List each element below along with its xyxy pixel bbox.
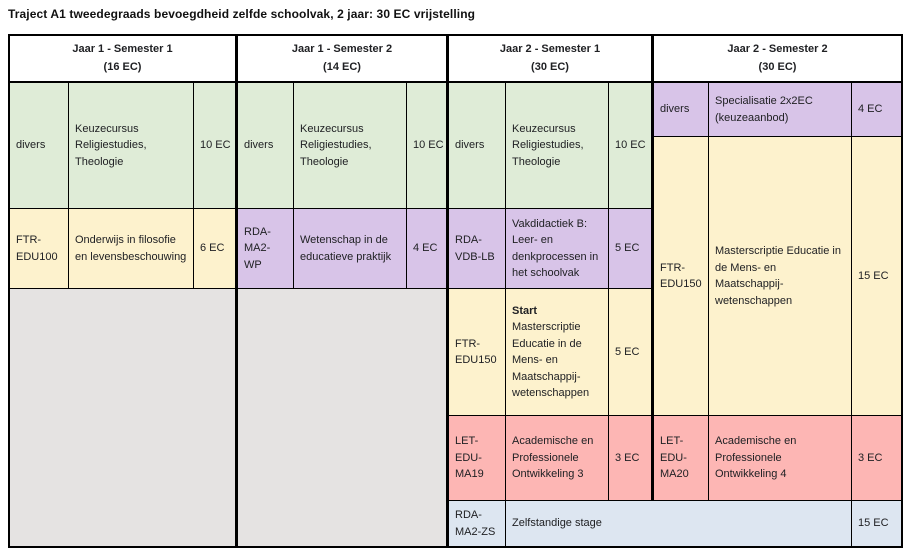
j2s1-keuzecursus-name: Keuzecursus Religiestudies, Theologie: [506, 83, 609, 209]
j2s1-keuzecursus-ec: 10 EC: [609, 83, 652, 209]
j2s2-scriptie-name: Masterscriptie Educatie in de Mens- en M…: [709, 137, 852, 416]
j2s2-apo4-name: Academische en Professionele Ontwikkelin…: [709, 416, 852, 501]
j1s1-keuzecursus-code: divers: [10, 83, 69, 209]
j1s1-keuzecursus-name: Keuzecursus Religiestudies, Theologie: [69, 83, 194, 209]
j1s2-wetenschap-code: RDA-MA2-WP: [236, 209, 294, 289]
header-jaar2-semester1: Jaar 2 - Semester 1 (30 EC): [447, 36, 652, 83]
scriptie-start-label: Start: [512, 304, 538, 317]
header-title: Jaar 2 - Semester 1: [499, 43, 601, 56]
j1s2-keuzecursus-name: Keuzecursus Religiestudies, Theologie: [294, 83, 407, 209]
j1s2-keuzecursus-ec: 10 EC: [407, 83, 447, 209]
j1s2-wetenschap-name: Wetenschap in de educatieve praktijk: [294, 209, 407, 289]
j2s1-vakdidactiek-name: Vakdidactiek B: Leer- en denkprocessen i…: [506, 209, 609, 289]
j2s2-apo4-code: LET-EDU-MA20: [652, 416, 709, 501]
j1s2-wetenschap-ec: 4 EC: [407, 209, 447, 289]
j2s1-vakdidactiek-code: RDA-VDB-LB: [447, 209, 506, 289]
header-ec-total: (16 EC): [103, 60, 142, 73]
j2s2-specialisatie-name: Specialisatie 2x2EC (keuzeaanbod): [709, 83, 852, 137]
j2s1-scriptie-start-ec: 5 EC: [609, 289, 652, 416]
header-title: Jaar 1 - Semester 2: [291, 43, 393, 56]
header-ec-total: (30 EC): [758, 60, 797, 73]
j1s1-filosofie-ec: 6 EC: [194, 209, 236, 289]
j2s2-scriptie-ec: 15 EC: [852, 137, 901, 416]
stage-code: RDA-MA2-ZS: [447, 501, 506, 546]
j2s1-keuzecursus-code: divers: [447, 83, 506, 209]
header-title: Jaar 1 - Semester 1: [72, 43, 173, 56]
scriptie-start-name-text: Masterscriptie Educatie in de Mens- en M…: [512, 321, 590, 399]
curriculum-table: Jaar 1 - Semester 1 (16 EC) Jaar 1 - Sem…: [8, 34, 903, 548]
j2s2-apo4-ec: 3 EC: [852, 416, 901, 501]
j1s1-filosofie-name: Onderwijs in filosofie en levensbeschouw…: [69, 209, 194, 289]
j1s1-empty-area: [10, 289, 236, 546]
page-title: Traject A1 tweedegraads bevoegdheid zelf…: [8, 7, 476, 21]
stage-ec: 15 EC: [852, 501, 901, 546]
j2s2-scriptie-code: FTR-EDU150: [652, 137, 709, 416]
j2s1-apo3-ec: 3 EC: [609, 416, 652, 501]
stage-name: Zelfstandige stage: [506, 501, 852, 546]
j2s1-vakdidactiek-ec: 5 EC: [609, 209, 652, 289]
header-ec-total: (30 EC): [531, 60, 569, 73]
j2s1-apo3-name: Academische en Professionele Ontwikkelin…: [506, 416, 609, 501]
header-jaar1-semester1: Jaar 1 - Semester 1 (16 EC): [10, 36, 236, 83]
j1s1-keuzecursus-ec: 10 EC: [194, 83, 236, 209]
j1s2-keuzecursus-code: divers: [236, 83, 294, 209]
j2s2-specialisatie-ec: 4 EC: [852, 83, 901, 137]
header-ec-total: (14 EC): [323, 60, 361, 73]
header-jaar2-semester2: Jaar 2 - Semester 2 (30 EC): [652, 36, 901, 83]
j1s2-empty-area: [236, 289, 447, 546]
j2s2-specialisatie-code: divers: [652, 83, 709, 137]
header-jaar1-semester2: Jaar 1 - Semester 2 (14 EC): [236, 36, 447, 83]
j2s1-apo3-code: LET-EDU-MA19: [447, 416, 506, 501]
j2s1-scriptie-start-name: Start Masterscriptie Educatie in de Mens…: [506, 289, 609, 416]
j2s1-scriptie-start-code: FTR-EDU150: [447, 289, 506, 416]
j1s1-filosofie-code: FTR-EDU100: [10, 209, 69, 289]
header-title: Jaar 2 - Semester 2: [727, 43, 828, 56]
